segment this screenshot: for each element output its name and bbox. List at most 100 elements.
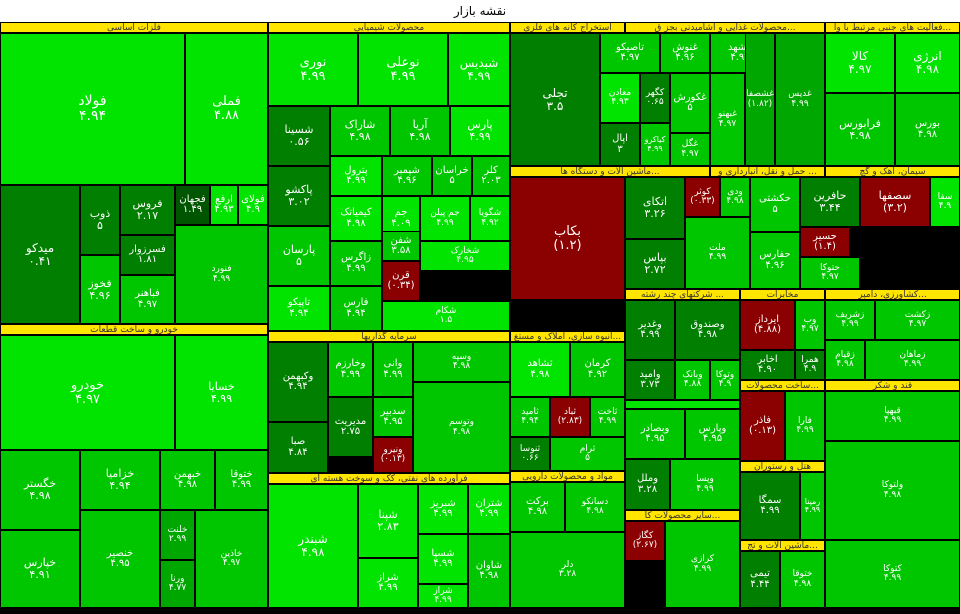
stock-tile[interactable]: شسینا ۰.۵۶	[268, 106, 330, 166]
stock-tile[interactable]: کیمیاتک ۴.۹۸	[330, 196, 382, 241]
stock-tile[interactable]: شاوان ۴.۹۸	[468, 534, 510, 608]
stock-tile[interactable]: پارس ۴.۹۹	[450, 106, 510, 156]
sector-header[interactable]: قند و شکر	[825, 380, 960, 391]
sector-header[interactable]: شرکتهای چند رشته ...	[625, 289, 740, 300]
stock-tile[interactable]: سصفها (۳.۲)	[860, 177, 930, 227]
stock-tile[interactable]: وملل ۳.۲۸	[625, 459, 670, 510]
stock-tile[interactable]: فخوز ۴.۹۶	[80, 255, 120, 324]
stock-tile[interactable]: وتوکا ۴.۹	[710, 360, 740, 400]
stock-tile[interactable]: آریا ۴.۹۸	[390, 106, 450, 156]
stock-tile[interactable]: زکشت ۴.۹۷	[875, 300, 960, 340]
sector-header[interactable]: سایر محصولات کا...	[625, 510, 740, 521]
stock-tile[interactable]: وبانک ۴.۸۸	[675, 360, 710, 400]
stock-tile[interactable]: بپاس ۲.۷۲	[625, 239, 685, 289]
stock-tile[interactable]: ختوقا ۴.۹۸	[780, 551, 825, 608]
sector-header[interactable]: مخابرات	[740, 289, 825, 300]
stock-tile[interactable]: فرابورس ۴.۹۸	[825, 93, 895, 166]
stock-tile[interactable]: نوعلی ۴.۹۹	[358, 33, 448, 106]
stock-tile[interactable]: قبهپا ۴.۹۹	[825, 391, 960, 441]
stock-tile[interactable]: ثاخت ۴.۹۹	[590, 397, 625, 437]
stock-tile[interactable]: زقیام ۴.۹۸	[825, 340, 865, 380]
stock-tile[interactable]: کگهر ۰.۶۵	[640, 73, 670, 123]
stock-tile[interactable]: ارفع ۴.۹۳	[210, 185, 238, 225]
stock-tile[interactable]: خبهمن ۴.۹۸	[160, 450, 215, 510]
sector-header[interactable]: خودرو و ساخت قطعات	[0, 324, 268, 335]
stock-tile[interactable]: کرمان ۴.۹۲	[570, 342, 625, 397]
stock-tile[interactable]: کرازی ۴.۹۹	[665, 521, 740, 608]
stock-tile[interactable]: کتوکا ۴.۹۹	[825, 540, 960, 608]
stock-tile[interactable]: شسپا ۴.۹۹	[418, 534, 468, 584]
sector-header[interactable]: مواد و محصولات دارویی	[510, 471, 625, 482]
stock-tile[interactable]: خگستر ۴.۹۸	[0, 450, 80, 530]
stock-tile[interactable]: تیمی ۴.۴۴	[740, 551, 780, 608]
stock-tile[interactable]: فسرزوار ۱.۸۱	[120, 235, 175, 275]
stock-tile[interactable]: میدکو ۰.۴۱	[0, 185, 80, 324]
sector-header[interactable]: استخراج کانه های فلزی	[510, 22, 625, 33]
stock-tile[interactable]: شبندر ۴.۹۸	[268, 484, 358, 608]
stock-tile[interactable]: شبدیس ۴.۹۹	[448, 33, 510, 106]
stock-tile[interactable]	[625, 400, 740, 409]
stock-tile[interactable]: وب ۴.۹۷	[795, 300, 825, 350]
stock-tile[interactable]: ثشاهد ۴.۹۸	[510, 342, 570, 397]
stock-tile[interactable]: تاپیکو ۴.۹۴	[268, 286, 330, 331]
stock-tile[interactable]: شکام ۱.۵	[382, 301, 510, 331]
stock-tile[interactable]: تجلی ۳.۵	[510, 33, 600, 166]
stock-tile[interactable]: حافرین ۳.۴۴	[800, 177, 860, 227]
stock-tile[interactable]: شراز ۴.۹۹	[358, 558, 418, 608]
sector-header[interactable]: هتل و رستوران	[740, 461, 825, 472]
stock-tile[interactable]: خپارس ۴.۹۱	[0, 530, 80, 608]
stock-tile[interactable]: ولتوکا ۴.۹۸	[825, 441, 960, 540]
stock-tile[interactable]: شگویا ۴.۹۲	[470, 196, 510, 241]
stock-tile[interactable]: فروس ۲.۱۷	[120, 185, 175, 235]
stock-tile[interactable]: زاگرس ۴.۹۹	[330, 241, 382, 286]
stock-tile[interactable]: غنوش ۴.۹۶	[660, 33, 710, 73]
stock-tile[interactable]: ثباد (۲.۸۳)	[550, 397, 590, 437]
stock-tile[interactable]: وپارس ۴.۹۵	[685, 409, 740, 459]
stock-tile[interactable]: دلر ۳.۲۸	[510, 532, 625, 608]
stock-tile[interactable]: شپمبر ۴.۹۶	[382, 156, 432, 196]
stock-tile[interactable]: وغدیر ۴.۹۹	[625, 300, 675, 360]
stock-tile[interactable]: فارا ۴.۹۹	[785, 391, 825, 461]
stock-tile[interactable]: شبریز ۴.۹۹	[418, 484, 468, 534]
stock-tile[interactable]: وتوسم ۴.۹۸	[413, 382, 510, 473]
stock-tile[interactable]: اتکای ۳.۲۶	[625, 177, 685, 239]
sector-header[interactable]: فعالیت های جنبی مرتبط با وا...	[825, 22, 960, 33]
stock-tile[interactable]: همرا ۴.۹	[795, 350, 825, 380]
stock-tile[interactable]: حتوکا ۴.۹۷	[800, 257, 860, 289]
stock-tile[interactable]: کالا ۴.۹۷	[825, 33, 895, 93]
stock-tile[interactable]: شپنا ۲.۸۳	[358, 484, 418, 558]
sector-header[interactable]: سیمان، آهک و گچ	[825, 166, 960, 177]
stock-tile[interactable]: وانی ۴.۹۹	[373, 342, 413, 397]
stock-tile[interactable]: ثنوسا ۰.۶۶	[510, 437, 550, 471]
sector-header[interactable]: محصولات غذایی و آشامیدنی بجز ق...	[625, 22, 825, 33]
stock-tile[interactable]: پاکشو ۳.۰۲	[268, 166, 330, 226]
stock-tile[interactable]: ملت ۴.۹۹	[685, 217, 750, 289]
stock-tile[interactable]: خزامیا ۴.۹۴	[80, 450, 160, 510]
stock-tile[interactable]: حسیر (۱.۴)	[800, 227, 850, 257]
stock-tile[interactable]: صبا ۴.۸۴	[268, 422, 328, 473]
stock-tile[interactable]: رمپنا ۴.۹۹	[800, 472, 825, 540]
stock-tile[interactable]: خلنت ۲.۹۹	[160, 510, 195, 560]
stock-tile[interactable]: حفارس ۴.۹۶	[750, 232, 800, 289]
sector-header[interactable]: حمل و نقل، انبارداری و ...	[710, 166, 825, 177]
stock-tile[interactable]: فارس ۴.۹۴	[330, 286, 382, 331]
stock-tile[interactable]: ثرام ۵	[550, 437, 625, 471]
stock-tile[interactable]: کیاکرو ۴.۹۹	[640, 123, 670, 166]
stock-tile[interactable]: شخارک ۴.۹۵	[420, 241, 510, 271]
stock-tile[interactable]: انرژی ۴.۹۸	[895, 33, 960, 93]
stock-tile[interactable]: شراز ۴.۹۹	[418, 584, 468, 608]
sector-header[interactable]: فرآورده های نفتی، کک و سوخت هسته ای	[268, 473, 510, 484]
stock-tile[interactable]: حکشتی ۵	[750, 177, 800, 232]
stock-tile[interactable]: کوثر (۰.۳۳)	[685, 177, 720, 217]
stock-tile[interactable]: وکبهمن ۴.۹۴	[268, 342, 328, 422]
stock-tile[interactable]: غشصفا (۱.۸۲)	[745, 33, 775, 166]
stock-tile[interactable]: سفا ۴.۹	[930, 177, 960, 227]
stock-tile[interactable]: بورس ۴.۹۸	[895, 93, 960, 166]
stock-tile[interactable]: خراسان ۵	[432, 156, 472, 196]
stock-tile[interactable]: فاذر (۰.۱۳)	[740, 391, 785, 461]
stock-tile[interactable]: وخارزم ۴.۹۹	[328, 342, 373, 397]
stock-tile[interactable]: اپال ۳	[600, 123, 640, 166]
stock-tile[interactable]: فباهنر ۴.۹۷	[120, 275, 175, 324]
stock-tile[interactable]: شاراک ۴.۹۸	[330, 106, 390, 156]
stock-tile[interactable]: فجهان ۱.۴۹	[175, 185, 210, 225]
